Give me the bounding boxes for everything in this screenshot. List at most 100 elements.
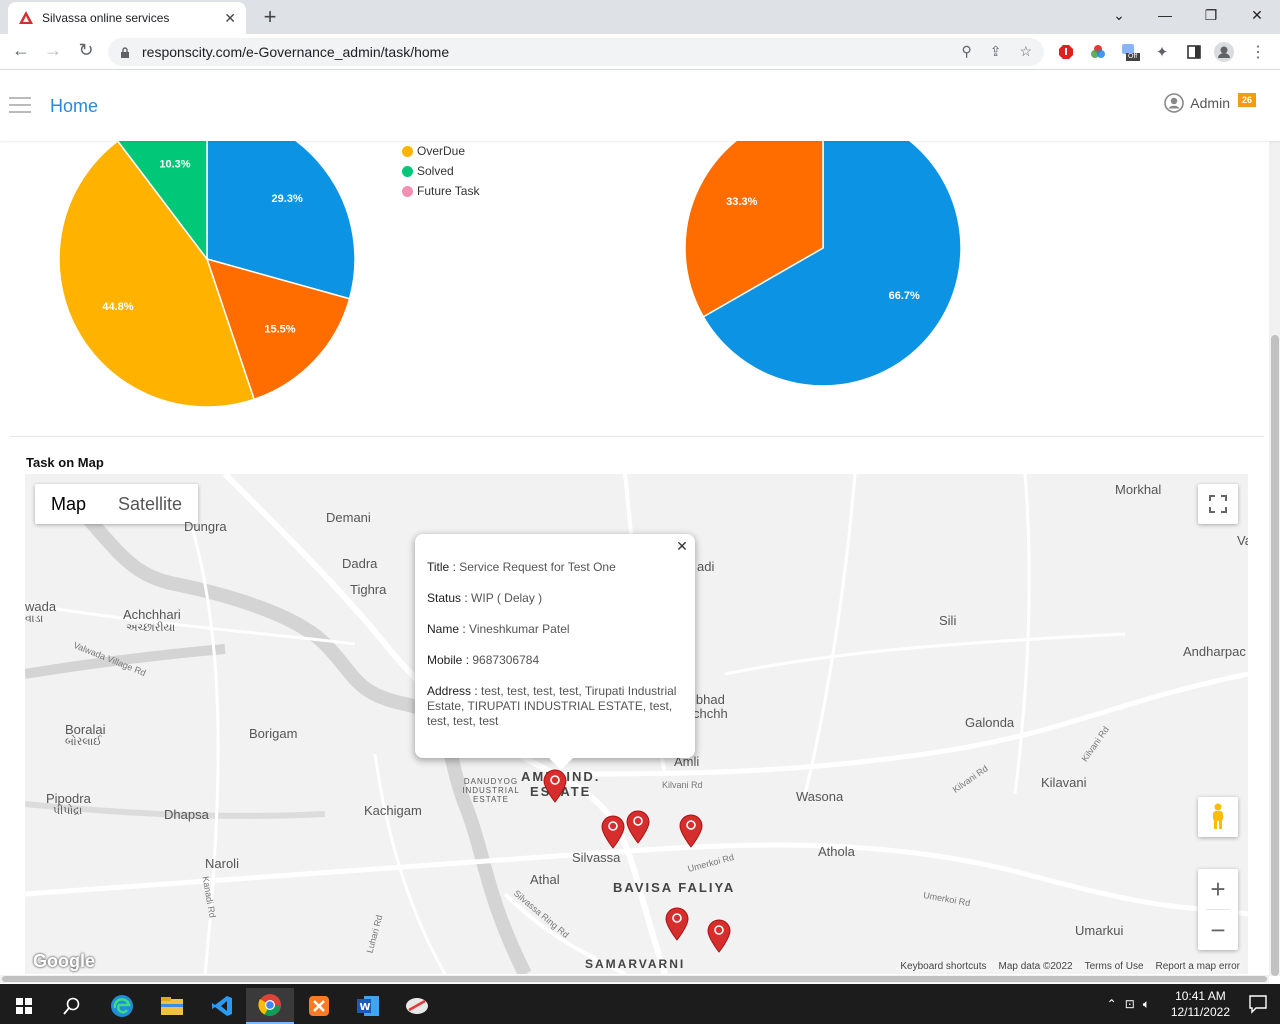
map-type-map-button[interactable]: Map [51,494,87,514]
legend-future-swatch [402,185,413,197]
extensions-icon[interactable]: ✦ [1155,44,1169,61]
lock-icon [121,46,129,58]
task-marker-icon[interactable] [626,810,650,844]
pie-slice-b-1[interactable] [684,141,824,318]
windows-start-icon[interactable] [0,988,48,1024]
pie-label-a-3: 10.3% [159,159,190,171]
site-favicon-icon [19,11,33,24]
legend-item-solved[interactable]: Solved [402,161,479,181]
pegman-street-view-icon[interactable] [1198,797,1238,837]
horizontal-scrollbar-thumb[interactable] [2,976,1267,982]
pie-slice-a-3[interactable] [116,141,208,262]
terms-of-use-link[interactable]: Terms of Use [1084,961,1144,972]
second-pie-chart: 66.7% 33.3% [684,141,962,387]
place-label: પીપોદ્રા [53,805,83,817]
xampp-icon[interactable] [295,988,343,1024]
info-address-label: Address [427,684,472,698]
google-logo[interactable]: Google [33,951,95,971]
map-type-satellite-button[interactable]: Satellite [118,494,183,514]
network-icon[interactable]: ⊡ [1124,997,1135,1011]
section-divider [10,436,1264,437]
place-label: Galonda [965,715,1015,730]
place-label: chchh [693,706,728,721]
browser-tab[interactable]: Silvassa online services ✕ [8,2,246,34]
report-map-error-link[interactable]: Report a map error [1155,961,1240,972]
admin-menu[interactable]: Admin 26 [1164,93,1256,113]
place-label: SAMARVARNI [585,957,686,971]
legend-item-future-task[interactable]: Future Task [402,181,479,201]
task-info-window: ✕ Title : Service Request for Test One S… [415,534,695,770]
file-explorer-icon[interactable] [148,988,196,1024]
place-label: Boralai [65,722,106,737]
legend-future-label: Future Task [417,184,480,198]
forward-icon[interactable]: → [44,40,62,60]
admin-label: Admin [1190,95,1230,111]
pie-label-b-0: 66.7% [889,290,920,302]
menu-kebab-icon[interactable]: ⋮ [1250,44,1266,61]
zoom-in-button[interactable]: + [1210,873,1226,904]
tray-chevron-icon[interactable]: ⌃ [1106,997,1117,1011]
place-label: wada [25,599,57,614]
system-tray: ⌃ ⊡ 🔈︎ [1107,984,1150,1024]
browser-toolbar: ← → ↻ responscity.com/e-Governance_admin… [0,34,1280,70]
reload-icon[interactable]: ↻ [78,40,94,60]
task-marker-icon[interactable] [707,919,731,953]
home-link[interactable]: Home [50,96,99,116]
fullscreen-icon[interactable] [1198,484,1238,524]
new-tab-icon[interactable]: + [263,4,277,29]
system-clock[interactable]: 10:41 AM 12/11/2022 [1171,988,1230,1020]
task-marker-icon[interactable] [679,814,703,848]
place-label: Umarkui [1075,923,1124,938]
chrome-icon[interactable] [246,988,294,1024]
minimize-icon[interactable]: — [1158,7,1172,23]
side-panel-icon[interactable] [1184,42,1204,62]
pie-slice-a-2[interactable] [58,141,256,408]
location-icon[interactable]: ⚲ [961,43,972,59]
tab-close-icon[interactable]: ✕ [224,9,236,26]
task-marker-icon[interactable] [601,815,625,849]
pie-slice-a-0[interactable] [206,141,356,300]
pie-slice-b-0[interactable] [702,141,962,387]
place-label: Tighra [350,582,387,597]
share-icon[interactable]: ⇪ [989,43,1002,59]
task-marker-icon[interactable] [543,769,567,803]
tab-search-icon[interactable]: ⌄ [1113,6,1125,23]
bookmark-star-icon[interactable]: ☆ [1019,43,1032,59]
vscode-icon[interactable] [198,988,246,1024]
place-label: ibhad [693,692,725,707]
word-icon[interactable]: W [344,988,392,1024]
place-label: અચ્છારીયા [126,622,176,634]
info-mobile-value: 9687306784 [472,653,540,667]
profile-icon[interactable] [1214,42,1234,62]
color-picker-extension-icon[interactable] [1088,42,1108,62]
place-label: Dhapsa [164,807,209,822]
zoom-out-button[interactable]: − [1210,914,1226,945]
task-map-title: Task on Map [26,455,104,470]
place-label: બોરલાઈ [65,736,102,748]
place-label: Borigam [249,726,298,741]
volume-icon[interactable]: 🔈︎ [1142,996,1150,1011]
keyboard-shortcuts-link[interactable]: Keyboard shortcuts [900,961,987,972]
legend-item-overdue[interactable]: OverDue [402,141,479,161]
info-title-value: Service Request for Test One [459,560,616,574]
taskbar-search-icon[interactable] [48,988,96,1024]
restore-icon[interactable]: ❐ [1204,6,1218,23]
off-extension-icon[interactable]: Off [1120,42,1140,62]
snipping-tool-icon[interactable] [393,988,441,1024]
info-window-close-icon[interactable]: ✕ [676,537,688,554]
edge-browser-icon[interactable] [98,988,146,1024]
task-marker-icon[interactable] [665,907,689,941]
notification-center-icon[interactable] [1248,994,1268,1014]
legend-overdue-swatch [402,145,413,157]
address-bar[interactable]: responscity.com/e-Governance_admin/task/… [108,38,1044,66]
info-mobile-label: Mobile [427,653,463,667]
hamburger-menu-icon[interactable] [9,97,31,113]
user-avatar-icon [1164,93,1185,113]
window-close-icon[interactable]: ✕ [1251,6,1263,23]
back-icon[interactable]: ← [12,40,30,60]
adblock-extension-icon[interactable] [1056,42,1076,62]
task-map[interactable]: Map Satellite + − Morkhal Demani Dungra … [25,474,1248,974]
place-label: DANUDYOG INDUSTRIAL ESTATE [462,777,520,804]
place-label: Kilavani [1041,775,1087,790]
page-scrollbar-thumb[interactable] [1271,335,1279,976]
